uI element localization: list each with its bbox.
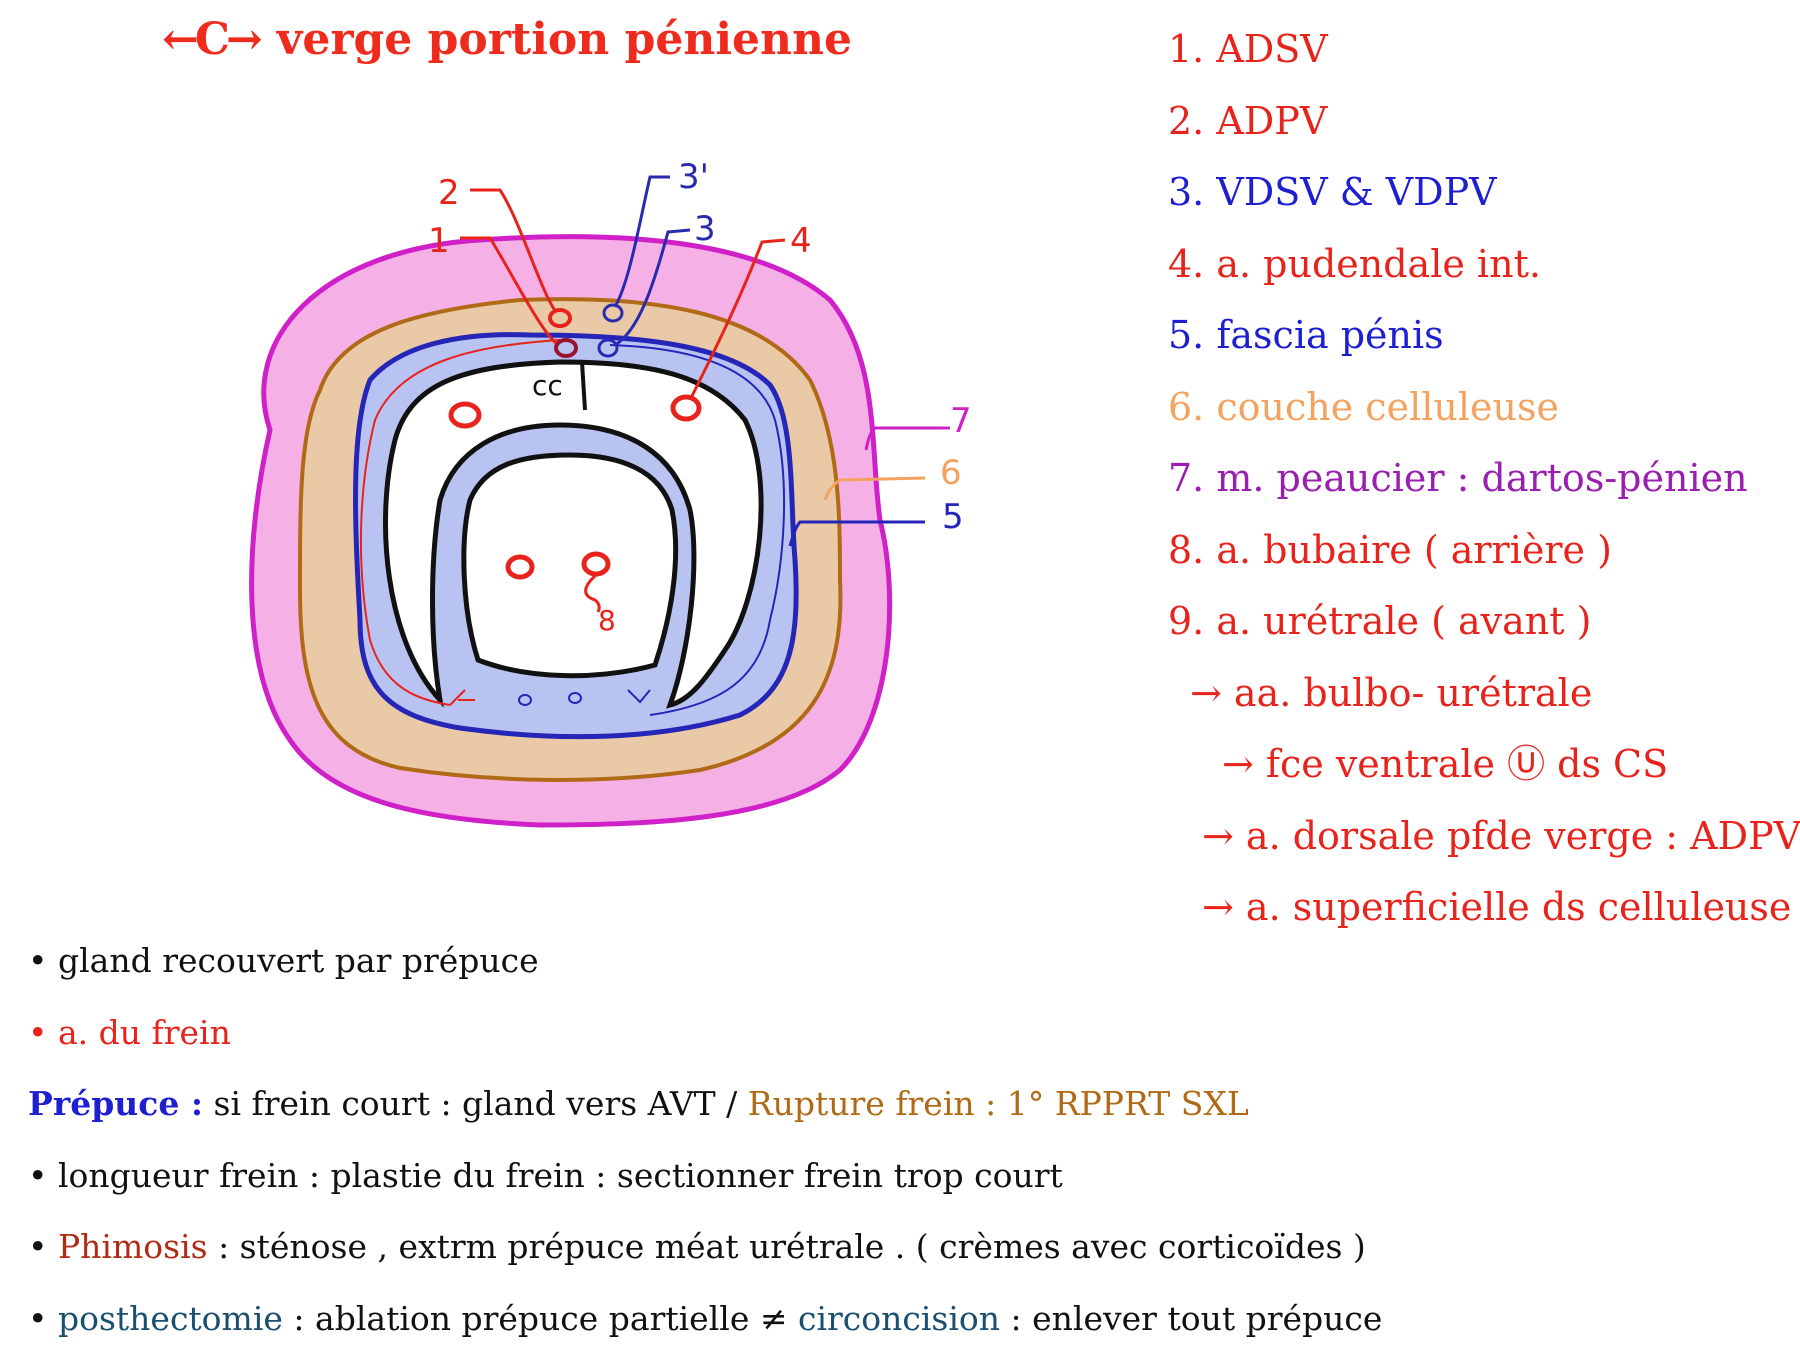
bullet: • xyxy=(28,1156,47,1195)
note-1: • gland recouvert par prépuce xyxy=(28,925,1382,997)
note-text: longueur frein : plastie du frein : sect… xyxy=(58,1156,1063,1195)
legend-item-6: 6. couche celluleuse xyxy=(1168,372,1800,444)
label-3: 3 xyxy=(694,209,716,249)
note-text-rupture: Rupture frein : 1° RPPRT SXL xyxy=(748,1084,1249,1123)
legend-subitem-ventrale: → fce ventrale Ⓤ ds CS xyxy=(1168,729,1800,801)
note-2: • a. du frein xyxy=(28,997,1382,1069)
penis-cross-section-diagram: 2 1 3' 3 4 7 6 5 8 cc xyxy=(0,0,1000,870)
note-heading-circoncision: circoncision xyxy=(798,1299,1000,1338)
label-cc: cc xyxy=(532,369,563,402)
note-heading-phimosis: Phimosis xyxy=(58,1227,208,1266)
corpus-spongiosum xyxy=(464,455,676,676)
legend-item-2: 2. ADPV xyxy=(1168,86,1800,158)
note-text: : sténose , extrm prépuce méat urétrale … xyxy=(208,1227,1366,1266)
bullet: • xyxy=(28,1013,47,1052)
note-4: • longueur frein : plastie du frein : se… xyxy=(28,1140,1382,1212)
label-1: 1 xyxy=(428,221,450,261)
label-6: 6 xyxy=(940,453,962,493)
label-4: 4 xyxy=(790,221,812,261)
note-heading-posthectomie: posthectomie xyxy=(58,1299,283,1338)
label-8: 8 xyxy=(598,604,616,637)
legend-item-3: 3. VDSV & VDPV xyxy=(1168,157,1800,229)
legend-item-4: 4. a. pudendale int. xyxy=(1168,229,1800,301)
legend-item-7: 7. m. peaucier : dartos-pénien xyxy=(1168,443,1800,515)
label-3p: 3' xyxy=(678,157,709,197)
bullet: • xyxy=(28,1299,47,1338)
note-5: • Phimosis : sténose , extrm prépuce méa… xyxy=(28,1211,1382,1283)
note-text: a. du frein xyxy=(58,1013,231,1052)
legend-item-1: 1. ADSV xyxy=(1168,14,1800,86)
label-2: 2 xyxy=(438,173,460,213)
note-text: : ablation prépuce partielle ≠ xyxy=(283,1299,798,1338)
legend-item-9: 9. a. urétrale ( avant ) xyxy=(1168,586,1800,658)
bullet: • xyxy=(28,1227,47,1266)
note-heading-prepuce: Prépuce : xyxy=(28,1084,203,1123)
note-text: : enlever tout prépuce xyxy=(1000,1299,1382,1338)
label-5: 5 xyxy=(942,497,964,537)
bullet: • xyxy=(28,941,47,980)
note-text: si frein court : gland vers AVT / xyxy=(203,1084,748,1123)
leader-7 xyxy=(866,428,950,450)
legend-item-5: 5. fascia pénis xyxy=(1168,300,1800,372)
legend-subitem-bulbo: → aa. bulbo- urétrale xyxy=(1168,658,1800,730)
note-3: Prépuce : si frein court : gland vers AV… xyxy=(28,1068,1382,1140)
notes-list: • gland recouvert par prépuce • a. du fr… xyxy=(28,925,1382,1354)
note-6: • posthectomie : ablation prépuce partie… xyxy=(28,1283,1382,1354)
note-text: gland recouvert par prépuce xyxy=(58,941,539,980)
legend-subitem-dorsale: → a. dorsale pfde verge : ADPV xyxy=(1168,801,1800,873)
legend-list: 1. ADSV 2. ADPV 3. VDSV & VDPV 4. a. pud… xyxy=(1168,14,1800,944)
legend-item-8: 8. a. bubaire ( arrière ) xyxy=(1168,515,1800,587)
label-7: 7 xyxy=(950,401,972,441)
